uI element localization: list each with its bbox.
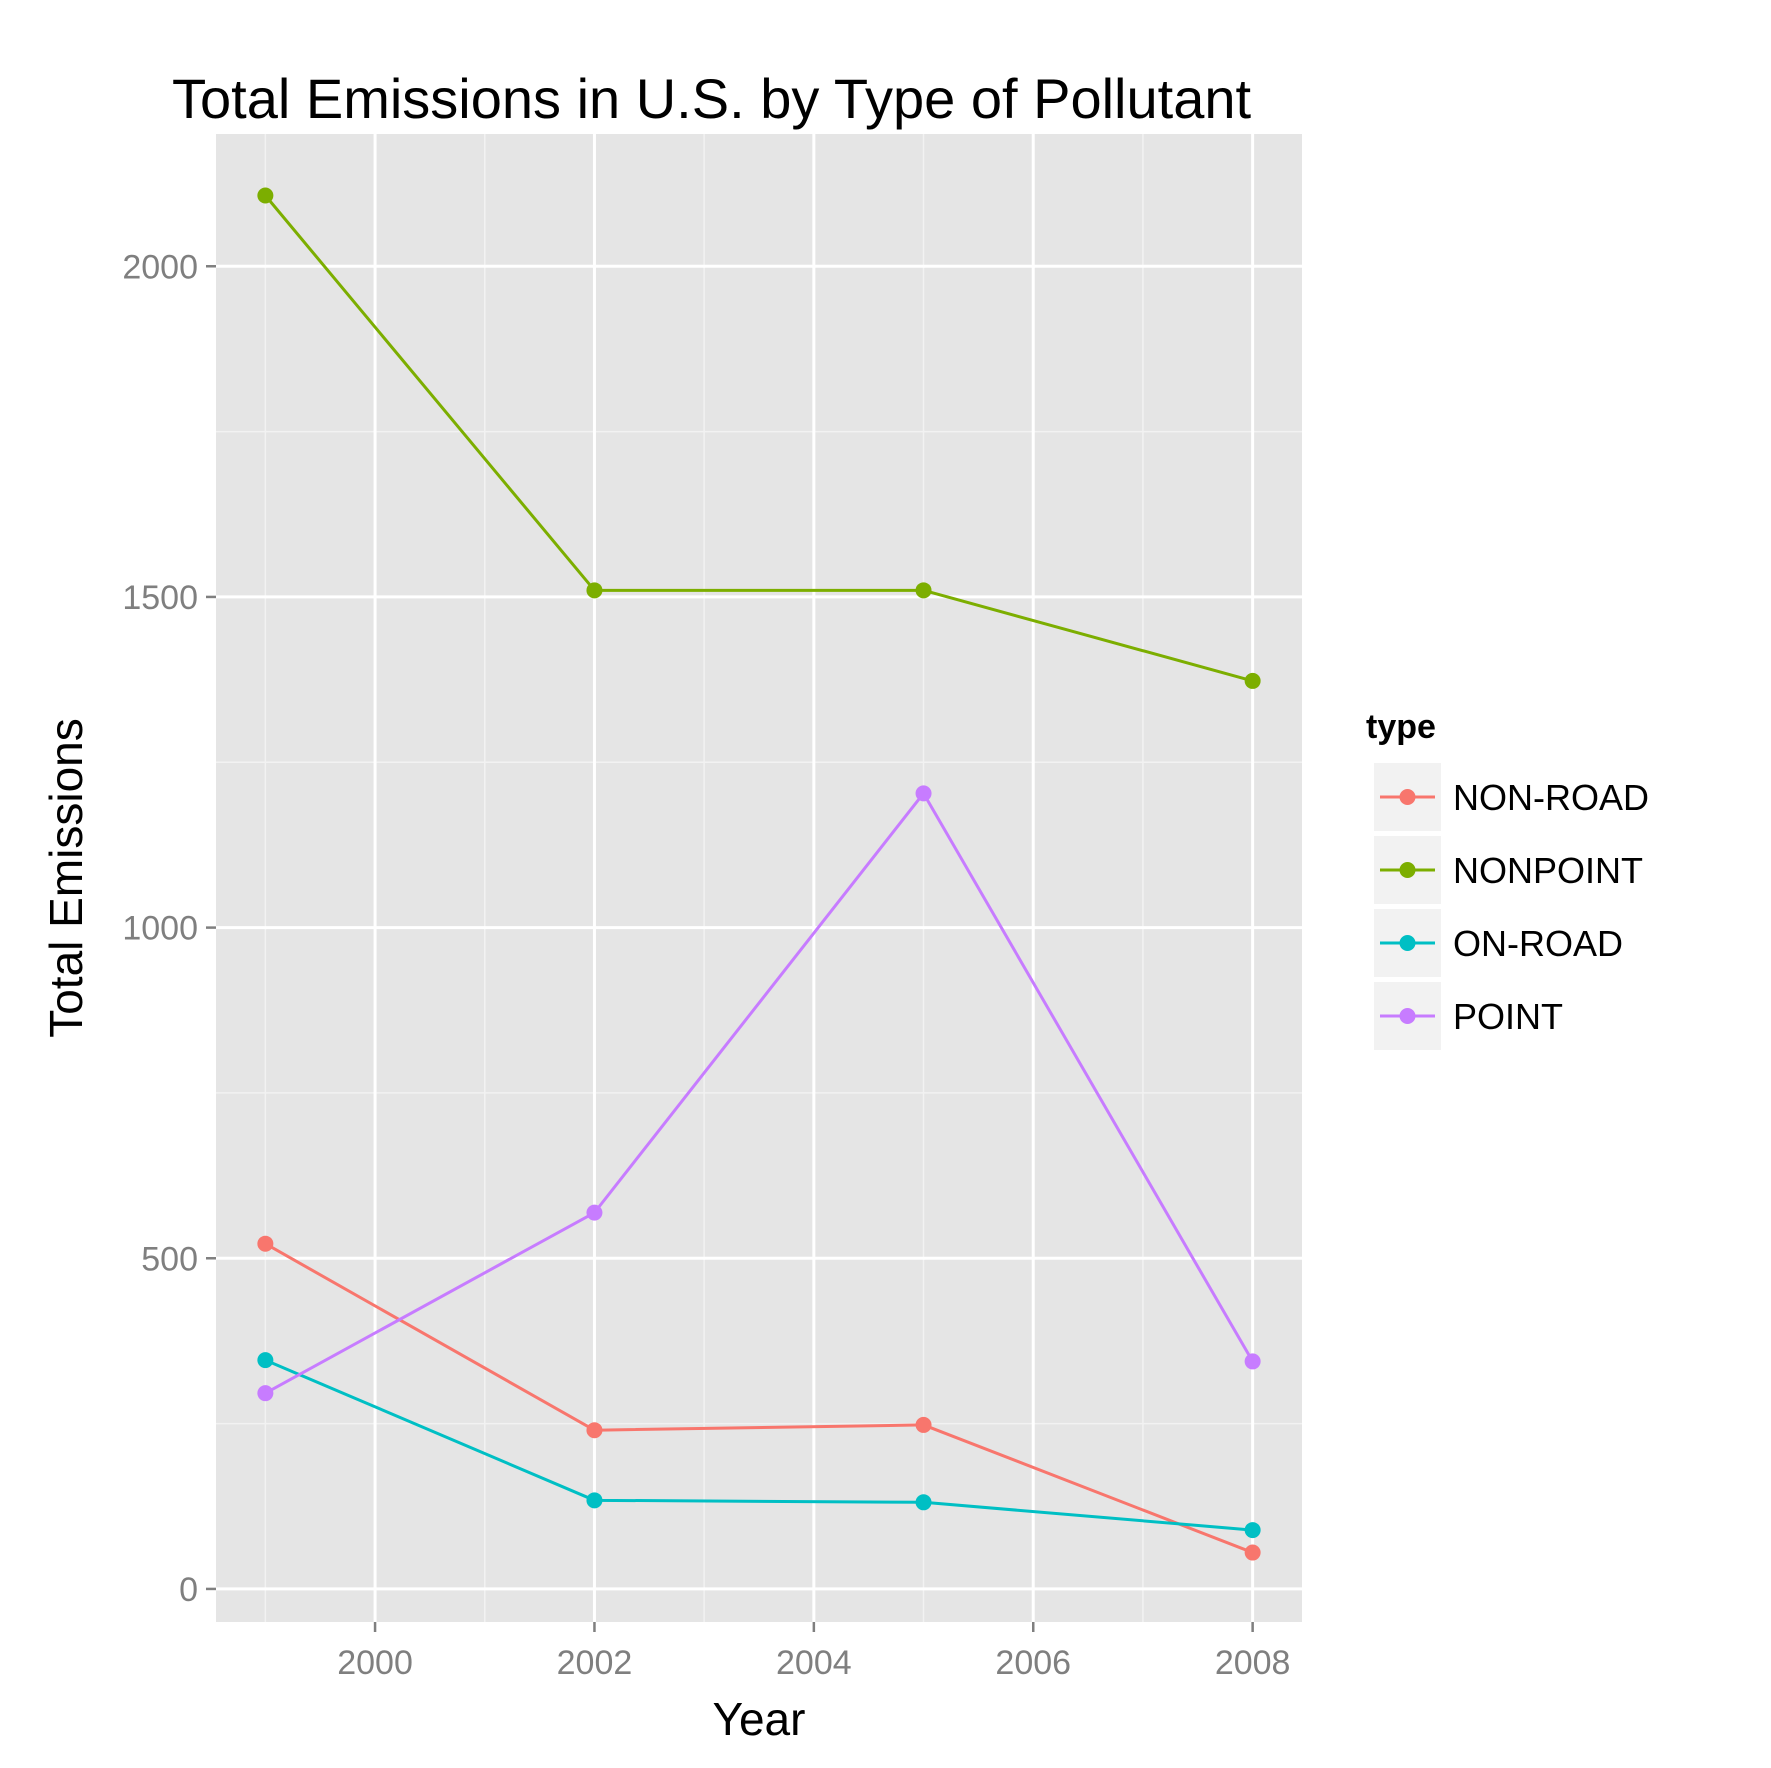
x-tick-label: 2004 [776,1644,852,1682]
y-tick-label: 1500 [122,579,198,617]
x-tick-label: 2008 [1215,1644,1291,1682]
data-point-point [915,785,932,802]
y-axis-title: Total Emissions [40,718,92,1038]
grid-minor [216,134,1302,1622]
grid-major [216,134,1302,1622]
x-tick-label: 2002 [557,1644,633,1682]
data-point-nonpoint [257,187,274,204]
x-tick-label: 2000 [337,1644,413,1682]
legend: type NON-ROAD NONPOINT ON-ROAD POINT [1366,708,1649,1050]
y-tick-label: 1000 [122,910,198,948]
legend-label-point: POINT [1453,996,1563,1037]
data-point-non-road [586,1422,603,1439]
data-point-nonpoint [915,582,932,599]
legend-label-non-road: NON-ROAD [1453,777,1649,818]
series-layer [257,187,1261,1561]
series-line-nonpoint [264,194,1254,683]
data-point-on-road [1244,1522,1261,1539]
series-line-non-road [264,1242,1254,1554]
chart-title: Total Emissions in U.S. by Type of Pollu… [172,67,1251,130]
data-point-on-road [257,1352,274,1369]
data-point-non-road [915,1416,932,1433]
y-axis: 0 500 1000 1500 2000 [122,248,216,1609]
y-tick-label: 500 [141,1240,198,1278]
data-point-non-road [257,1235,274,1252]
data-point-nonpoint [586,582,603,599]
data-point-nonpoint [1244,672,1261,689]
series-line-on-road [264,1358,1253,1532]
y-tick-label: 2000 [122,248,198,286]
plot-panel [216,134,1302,1622]
x-tick-label: 2006 [995,1644,1071,1682]
legend-label-on-road: ON-ROAD [1453,923,1623,964]
legend-title: type [1366,708,1436,746]
data-point-point [1244,1353,1261,1370]
legend-key-point-point [1399,1008,1416,1024]
series-line-point [264,791,1254,1395]
data-point-point [586,1204,603,1221]
data-point-on-road [586,1492,603,1509]
x-axis-title: Year [713,1693,806,1745]
legend-label-nonpoint: NONPOINT [1453,850,1643,891]
legend-key-point-nonpoint [1399,862,1416,878]
legend-key-point-non-road [1399,789,1416,805]
data-point-point [257,1385,274,1402]
legend-key-point-on-road [1399,935,1416,951]
data-point-on-road [915,1494,932,1511]
data-point-non-road [1244,1544,1261,1561]
y-tick-label: 0 [179,1571,198,1609]
x-axis: 2000 2002 2004 2006 2008 [337,1622,1290,1682]
